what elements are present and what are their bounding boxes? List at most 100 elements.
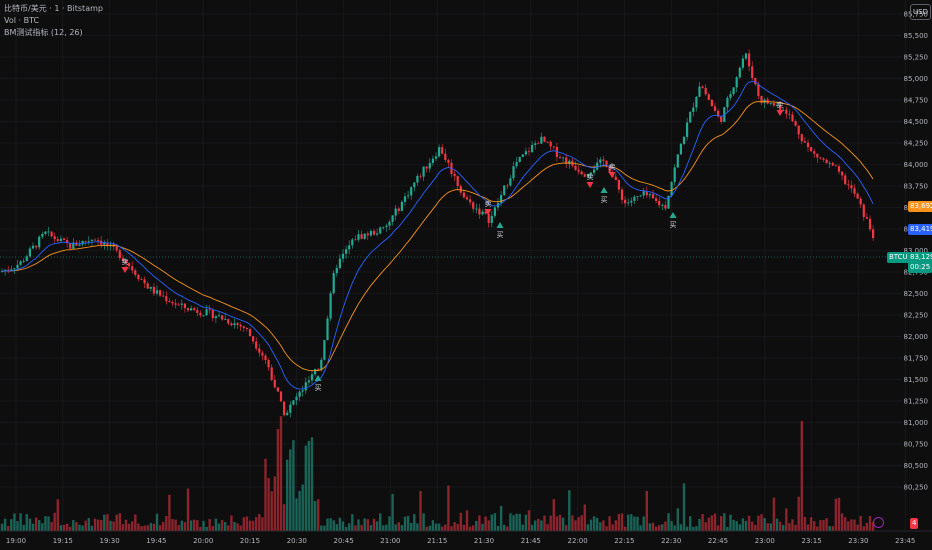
candle-body <box>190 308 193 311</box>
time-tick-label: 22:30 <box>661 537 681 545</box>
volume-bar <box>211 526 214 531</box>
volume-bar <box>38 520 41 531</box>
time-tick-label: 20:15 <box>240 537 260 545</box>
volume-bar <box>112 521 115 531</box>
candle-body <box>214 316 217 319</box>
volume-bar <box>434 523 438 531</box>
volume-bar <box>245 516 249 531</box>
time-tick-label: 22:15 <box>614 537 634 545</box>
buy-signal-label: 买 <box>497 231 504 239</box>
volume-bar <box>338 517 342 531</box>
volume-bar <box>282 504 286 531</box>
volume-bar <box>797 496 800 531</box>
buy-signal-marker <box>496 222 504 228</box>
time-tick-label: 21:00 <box>380 537 400 545</box>
volume-bar <box>428 525 431 531</box>
volume-bar <box>341 521 345 531</box>
candle-body <box>369 231 372 236</box>
candle-body <box>512 166 515 179</box>
price-axis[interactable]: 85,750 85,500 85,250 85,000 84,750 84,500 84,2… <box>904 11 929 492</box>
candle-body <box>255 341 258 349</box>
chart-grid <box>0 0 906 530</box>
volume-bar <box>825 518 828 531</box>
candle-body <box>472 202 475 209</box>
candle-body <box>500 194 503 203</box>
volume-bar <box>772 497 776 531</box>
custom-indicator-title[interactable]: BM测试指标 (12, 26) <box>4 28 83 37</box>
candle-body <box>484 211 487 214</box>
candle-body <box>524 151 527 155</box>
symbol-title[interactable]: 比特币/美元 · 1 · Bitstamp <box>4 4 103 13</box>
volume-bar <box>800 421 803 531</box>
volume-bar <box>847 521 850 531</box>
candle-body <box>397 208 400 211</box>
volume-bar <box>317 499 320 531</box>
volume-bar <box>630 514 633 531</box>
candle-body <box>338 258 341 268</box>
candle-body <box>779 105 782 110</box>
time-axis[interactable]: 19:00 19:15 19:30 19:45 20:00 20:15 20:30 20:45… <box>0 530 932 545</box>
candle-body <box>276 387 279 392</box>
volume-bar <box>162 522 165 531</box>
volume-bar <box>456 523 459 531</box>
candle-body <box>317 369 320 371</box>
clock-icon[interactable] <box>873 517 884 528</box>
volume-bar <box>193 519 196 531</box>
volume-bar <box>425 526 428 531</box>
volume-bar <box>865 522 869 531</box>
candle-body <box>565 157 568 165</box>
volume-bar <box>16 521 19 531</box>
buy-signal-marker <box>600 187 608 193</box>
volume-bar <box>561 517 565 531</box>
candle-body <box>221 315 224 320</box>
volume-bar <box>131 521 134 531</box>
candle-body <box>624 199 627 204</box>
candle-body <box>751 66 754 79</box>
candle-body <box>456 176 459 186</box>
volume-bar <box>394 524 397 531</box>
candle-body <box>469 199 472 203</box>
candle-body <box>841 171 844 176</box>
volume-bar <box>605 526 608 531</box>
volume-bar <box>782 524 785 531</box>
volume-bar <box>351 514 354 531</box>
volume-bar <box>134 514 137 531</box>
volume-bar <box>806 524 810 531</box>
volume-bar <box>127 523 131 531</box>
volume-bar <box>577 517 580 531</box>
candle-body <box>7 269 10 271</box>
volume-bar <box>682 483 686 531</box>
candle-body <box>28 248 31 257</box>
volume-bar <box>56 499 59 531</box>
volume-indicator-title[interactable]: Vol · BTC <box>4 16 40 25</box>
candle-body <box>828 162 831 164</box>
volume-bar <box>416 523 419 531</box>
volume-bar <box>509 513 512 531</box>
candle-body <box>366 233 369 236</box>
volume-bar <box>859 515 862 531</box>
volume-bar <box>487 520 490 531</box>
candle-body <box>196 310 199 313</box>
volume-bar <box>586 524 590 531</box>
candle-body <box>800 134 803 142</box>
currency-button[interactable]: USD <box>910 4 931 20</box>
volume-bar <box>614 520 617 531</box>
candle-body <box>543 136 546 142</box>
volume-bar <box>478 515 481 531</box>
candle-body <box>298 391 301 397</box>
volume-bar <box>744 520 748 531</box>
volume-bar <box>642 516 645 531</box>
candle-body <box>382 226 385 228</box>
candle-body <box>345 249 348 254</box>
candle-body <box>174 303 177 305</box>
candle-body <box>131 266 134 271</box>
volume-bar <box>580 515 583 531</box>
candle-body <box>168 301 171 303</box>
candle-body <box>279 391 283 402</box>
candle-body <box>106 242 109 247</box>
candle-body <box>806 142 810 148</box>
volume-bar <box>50 521 53 531</box>
volume-bar <box>0 523 4 531</box>
candle-body <box>410 187 413 196</box>
